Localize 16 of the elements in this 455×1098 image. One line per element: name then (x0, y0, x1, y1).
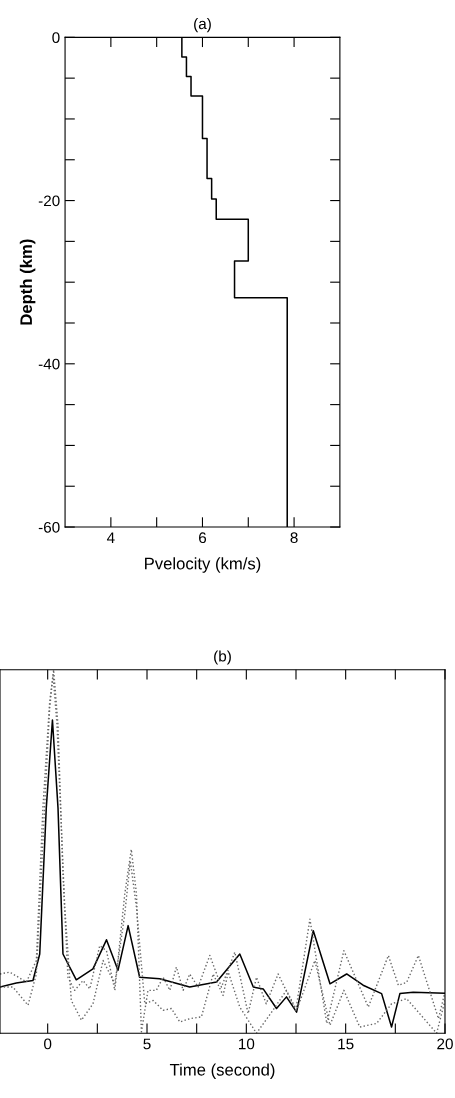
y-axis-title: Depth (km) (19, 239, 36, 325)
x-tick-label: 4 (106, 532, 115, 543)
y-tick-label: -40 (38, 358, 60, 370)
y-tick-label: -20 (38, 195, 60, 207)
x-tick-label: 20 (437, 1038, 453, 1050)
chart-title: (a) (194, 17, 211, 33)
x-tick-label: 6 (199, 532, 207, 544)
x-tick-label: 5 (143, 1038, 151, 1050)
y-tick-label: -60 (38, 521, 60, 533)
chart-title: (b) (214, 650, 231, 665)
y-tick-label: 0 (52, 32, 60, 44)
x-tick-label: 15 (338, 1038, 354, 1050)
x-axis-title: Pvelocity (km/s) (145, 557, 261, 573)
x-axis-title: Time (second) (169, 1063, 275, 1079)
x-tick-label: 10 (239, 1038, 255, 1050)
x-tick-label: 8 (290, 532, 298, 544)
